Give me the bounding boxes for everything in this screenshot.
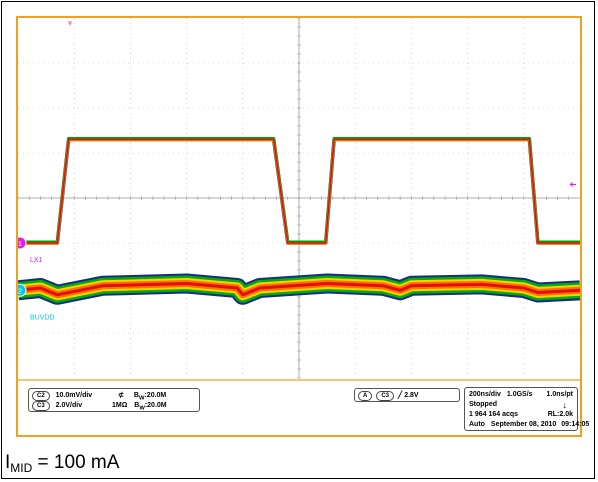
oscilloscope-screen: 1 LX1 2 BUVDD ▼ C2 10.0mV/div ⊄ BW:20.0M C3 … <box>16 16 589 437</box>
trigger-level: 2.8V <box>404 392 419 399</box>
timebase: 200ns/div <box>469 391 501 398</box>
bandwidth-label: B <box>133 392 139 399</box>
trigger-slope-icon: ╱ <box>398 392 403 399</box>
channel-2-marker <box>18 283 27 297</box>
channel-scale: 2.0V/div <box>55 402 83 409</box>
series-buvdd-band <box>18 282 580 297</box>
sample-rate: 1.0GS/s <box>506 391 533 398</box>
acquisition-panel: 200ns/div 1.0GS/s 1.0ns/pt Stopped ↓ 1 9… <box>464 387 589 431</box>
figure-caption: IMID = 100 mA <box>5 452 119 475</box>
bandwidth-value: :20.0M <box>144 392 167 399</box>
channel-2-label: BUVDD <box>30 314 55 321</box>
bandwidth-sub: W <box>139 405 145 412</box>
trigger-mode: A <box>358 391 373 401</box>
channel-badge: C3 <box>32 401 50 411</box>
coupling-icon: ⊄ <box>118 392 124 399</box>
acquisition-count: 1 964 164 acqs <box>469 411 519 418</box>
capture-date: September 08, 2010 <box>490 421 557 428</box>
bandwidth-label: B <box>134 402 140 409</box>
bandwidth-sub: W <box>138 395 145 402</box>
trigger-position-marker: ▼ <box>66 19 74 28</box>
down-arrow-icon: ↓ <box>562 400 568 410</box>
channel-scale: 10.0mV/div <box>55 392 93 399</box>
channel-badge: C2 <box>32 391 50 401</box>
trigger-panel: A C3 ╱ 2.8V <box>354 388 460 402</box>
bandwidth-value: :20.0M <box>144 402 167 409</box>
channel-1-marker-label: 1 <box>18 241 22 248</box>
channel-2-marker-label: 2 <box>18 288 22 295</box>
trigger-level-arrow-icon <box>569 182 576 187</box>
trigger-source: C3 <box>376 391 395 401</box>
waveform-plot: 1 LX1 2 BUVDD ▼ <box>18 18 580 381</box>
channel-1-marker <box>18 236 27 250</box>
channel-1-label: LX1 <box>30 257 43 264</box>
series-lx1-trace <box>18 138 580 244</box>
resolution: 1.0ns/pt <box>546 391 573 398</box>
current-subscript: MID <box>10 461 33 475</box>
trigger-mode-label: Auto <box>469 421 485 428</box>
current-value: = 100 mA <box>32 452 120 473</box>
record-length: RL:2.0k <box>547 411 573 418</box>
coupling-label: 1MΩ <box>112 402 128 409</box>
acquisition-state: Stopped <box>469 401 497 408</box>
capture-time: 09:14:05 <box>561 421 590 428</box>
current-symbol: I <box>5 452 11 473</box>
channel-settings-panel: C2 10.0mV/div ⊄ BW:20.0M C3 2.0V/div 1MΩ… <box>28 388 200 412</box>
